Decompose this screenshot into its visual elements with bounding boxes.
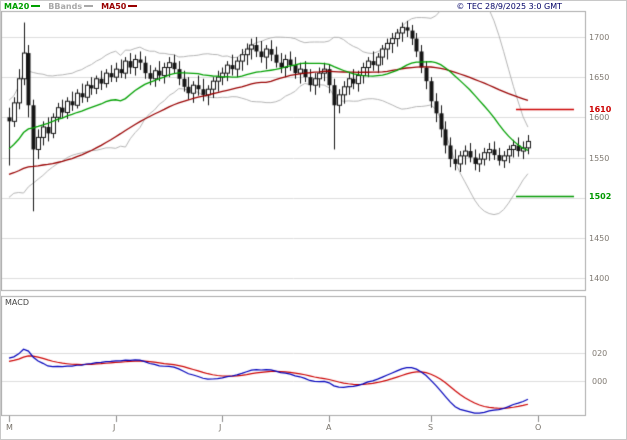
x-axis-month-label: J (113, 423, 116, 432)
legend-item-ma20: MA20 (4, 1, 41, 11)
ma20-line-swatch-icon (31, 5, 41, 7)
x-axis-month-label: O (535, 423, 542, 432)
legend-label-ma20: MA20 (4, 1, 30, 11)
price-axis-label: 1700 (589, 33, 610, 42)
macd-axis-label: 020 (592, 349, 608, 358)
legend-label-ma50: MA50 (101, 1, 127, 11)
macd-panel-title: MACD (5, 298, 29, 307)
x-axis-month-label: J (219, 423, 222, 432)
price-axis-label: 1450 (589, 234, 610, 243)
price-level-label: 1610 (589, 105, 612, 114)
x-axis-month-label: A (326, 423, 332, 432)
bbands-line-swatch-icon (84, 5, 94, 7)
price-axis-label: 1650 (589, 73, 610, 82)
macd-axis-label: 000 (592, 377, 608, 386)
x-axis-month-label: S (428, 423, 434, 432)
ma50-line-swatch-icon (128, 5, 138, 7)
legend-label-bbands: BBands (48, 1, 83, 11)
legend-item-bbands: BBands (48, 1, 94, 11)
x-axis-month-label: M (6, 423, 13, 432)
price-axis-label: 1550 (589, 154, 610, 163)
copyright-timestamp: © TEC 28/9/2025 3:0 GMT (456, 2, 562, 11)
price-axis-label: 1400 (589, 274, 610, 283)
price-level-label: 1502 (589, 192, 612, 201)
indicator-legend: MA20 BBands MA50 (4, 1, 145, 11)
legend-item-ma50: MA50 (101, 1, 138, 11)
price-axis-label: 1600 (589, 113, 610, 122)
